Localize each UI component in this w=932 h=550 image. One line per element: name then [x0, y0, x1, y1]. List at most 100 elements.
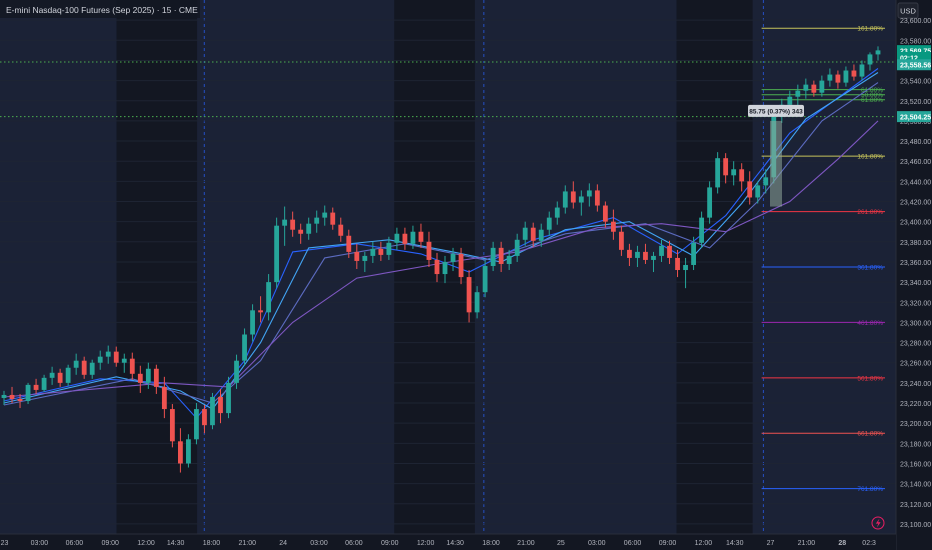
time-tick-14: 18:00 — [482, 540, 500, 547]
candle-body-43 — [346, 235, 352, 252]
candle-body-88 — [707, 187, 713, 218]
time-tick-10: 06:00 — [345, 540, 363, 547]
price-tick-2: 23,140.00 — [900, 482, 931, 489]
time-tick-25: 02:3 — [862, 540, 876, 547]
time-axis-background — [0, 534, 896, 550]
time-tick-3: 09:00 — [101, 540, 119, 547]
lightning-icon[interactable] — [871, 516, 885, 530]
time-tick-19: 09:00 — [659, 540, 677, 547]
candle-body-69 — [554, 207, 560, 218]
fib-label-4: 161.80% — [857, 154, 883, 161]
time-tick-20: 12:00 — [695, 540, 713, 547]
candle-body-105 — [843, 70, 849, 83]
candlestick-series — [1, 46, 881, 473]
candle-body-87 — [699, 217, 705, 243]
price-tick-19: 23,480.00 — [900, 139, 931, 146]
measure-box — [770, 120, 782, 207]
time-tick-9: 03:00 — [310, 540, 328, 547]
candle-body-74 — [594, 190, 600, 206]
candle-body-63 — [506, 255, 512, 264]
candle-body-51 — [410, 231, 416, 244]
price-tick-labels: 23,100.00 23,120.00 23,140.00 23,160.00 23,1… — [900, 18, 931, 529]
candle-body-3 — [25, 384, 31, 402]
candle-body-40 — [322, 212, 328, 218]
fib-label-1: 61.80% — [861, 87, 883, 94]
candle-body-104 — [835, 74, 841, 83]
price-tick-13: 23,360.00 — [900, 260, 931, 267]
time-tick-6: 18:00 — [203, 540, 221, 547]
candle-body-33 — [266, 282, 272, 313]
price-badge-3 — [897, 111, 931, 123]
price-tick-22: 23,540.00 — [900, 79, 931, 86]
price-tick-8: 23,260.00 — [900, 361, 931, 368]
price-badge-0 — [897, 45, 931, 57]
fib-label-3: 61.80% — [861, 97, 883, 104]
candle-body-8 — [65, 367, 71, 383]
candle-body-94 — [755, 185, 761, 198]
price-tick-25: 23,600.00 — [900, 18, 931, 25]
candle-body-17 — [137, 373, 143, 383]
candle-body-59 — [474, 292, 480, 313]
price-tick-9: 23,280.00 — [900, 341, 931, 348]
candle-body-41 — [330, 212, 336, 225]
candle-body-13 — [105, 351, 111, 357]
candle-body-98 — [787, 96, 793, 105]
candle-body-103 — [827, 74, 833, 81]
fib-label-0: 161.80% — [857, 26, 883, 33]
price-badge-label-1: 02:12 — [900, 55, 918, 62]
candle-body-95 — [763, 177, 769, 186]
time-tick-5: 14:30 — [167, 540, 185, 547]
candle-body-68 — [546, 217, 552, 230]
chart-title: E-mini Nasdaq-100 Futures (Sep 2025) · 1… — [6, 5, 198, 15]
price-tick-10: 23,300.00 — [900, 320, 931, 327]
fib-label-8: 561.80% — [857, 375, 883, 382]
candle-body-76 — [610, 221, 616, 232]
price-tick-17: 23,440.00 — [900, 179, 931, 186]
price-tick-21: 23,520.00 — [900, 99, 931, 106]
currency-button[interactable] — [897, 2, 919, 19]
time-axis[interactable]: 23 03:00 06:00 09:00 12:00 14:30 18:00 21:00 24 0… — [0, 533, 896, 550]
price-tick-7: 23,240.00 — [900, 381, 931, 388]
price-tick-5: 23,200.00 — [900, 421, 931, 428]
candle-body-55 — [442, 261, 448, 275]
price-tick-0: 23,100.00 — [900, 522, 931, 529]
candle-body-61 — [490, 247, 496, 266]
time-tick-13: 14:30 — [446, 540, 464, 547]
candle-body-54 — [434, 259, 440, 275]
candle-body-21 — [169, 409, 175, 442]
price-tick-6: 23,220.00 — [900, 401, 931, 408]
candle-body-93 — [747, 181, 753, 198]
fib-label-10: 761.80% — [857, 486, 883, 493]
time-tick-8: 24 — [279, 540, 287, 547]
price-badge-label-3: 23,504.25 — [900, 115, 931, 122]
candle-body-4 — [33, 384, 39, 390]
candle-body-24 — [194, 409, 199, 440]
measure-tool[interactable]: 85.75 (0.37%) 343 — [748, 104, 804, 207]
candle-body-66 — [530, 227, 536, 241]
candle-body-82 — [659, 245, 664, 256]
candle-body-10 — [81, 360, 87, 375]
fibonacci-levels[interactable]: 161.80% 61.80%50.00%61.80% 161.80% 261.80% 3… — [761, 26, 885, 493]
candle-body-25 — [202, 409, 207, 426]
time-tick-2: 06:00 — [66, 540, 84, 547]
price-tick-18: 23,460.00 — [900, 159, 931, 166]
candle-body-20 — [161, 386, 167, 410]
candle-body-15 — [121, 358, 127, 363]
price-tick-20: 23,500.00 — [900, 119, 931, 126]
time-tick-17: 03:00 — [588, 540, 606, 547]
price-grid — [0, 19, 896, 525]
price-axis[interactable]: USD 23,100.00 23,120.00 23,140.00 23,160.00… — [895, 0, 932, 550]
moving-average-3 — [3, 120, 879, 398]
candle-body-85 — [683, 264, 688, 271]
time-tick-15: 21:00 — [517, 540, 535, 547]
time-tick-24: 28 — [838, 540, 846, 547]
candle-body-30 — [242, 334, 247, 361]
price-tick-24: 23,580.00 — [900, 38, 931, 45]
candle-body-80 — [643, 251, 648, 260]
price-tick-3: 23,160.00 — [900, 461, 931, 468]
title-backdrop — [0, 0, 200, 18]
session-band-2 — [474, 0, 677, 534]
candle-body-14 — [113, 351, 119, 363]
time-tick-11: 09:00 — [381, 540, 399, 547]
